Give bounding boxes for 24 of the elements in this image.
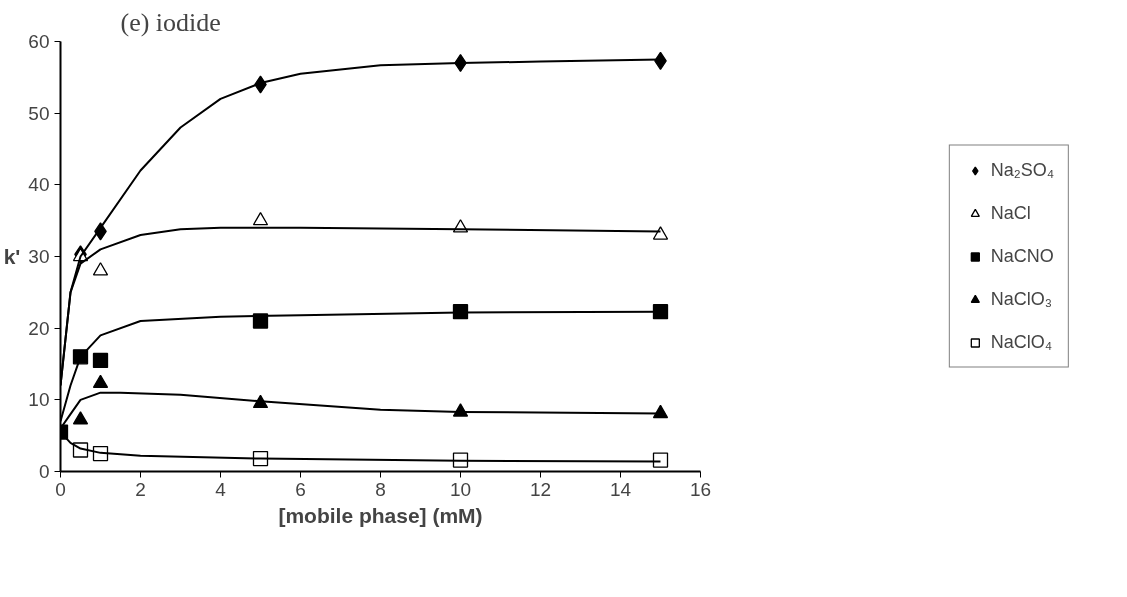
- y-tick-label: 30: [28, 246, 50, 267]
- chart-title: (e) iodide: [120, 7, 221, 37]
- x-axis-title: [mobile phase] (mM): [278, 503, 483, 527]
- y-tick-label: 10: [28, 389, 50, 411]
- x-tick-label: 4: [215, 478, 227, 500]
- x-tick-label: 0: [55, 478, 66, 500]
- y-tick-label: 20: [28, 317, 50, 339]
- legend-label: NaCl: [990, 202, 1031, 224]
- x-tick-label: 14: [609, 478, 632, 500]
- x-tick-label: 10: [449, 478, 472, 500]
- legend-label: Na₂SO₄: [990, 159, 1055, 181]
- x-tick-label: 8: [375, 478, 386, 500]
- y-tick-label: 50: [28, 102, 50, 124]
- x-tick-label: 2: [135, 478, 146, 500]
- y-tick-label: 0: [38, 461, 50, 482]
- legend-label: NaClO₄: [990, 331, 1053, 353]
- y-axis-title: k': [3, 245, 21, 268]
- legend-label: NaCNO: [990, 245, 1054, 267]
- y-tick-label: 40: [28, 174, 50, 196]
- x-tick-label: 6: [295, 478, 306, 500]
- legend-label: NaClO₃: [990, 288, 1053, 310]
- y-tick-label: 60: [28, 31, 50, 52]
- x-tick-label: 16: [689, 478, 712, 500]
- x-tick-label: 12: [529, 478, 552, 500]
